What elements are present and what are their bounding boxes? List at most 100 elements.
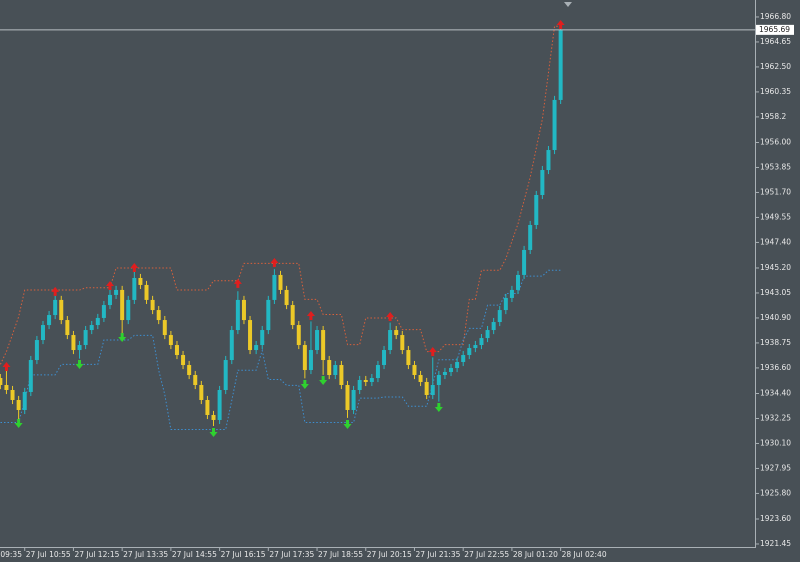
candle-body	[95, 317, 100, 326]
up-arrow	[306, 310, 315, 320]
candle-body	[132, 277, 137, 300]
x-tick-label: 27 Jul 12:15	[74, 550, 119, 559]
candle-body	[4, 385, 9, 391]
y-tick-label: 1925.80	[760, 488, 791, 497]
candle-body	[120, 289, 125, 321]
candle-body	[16, 399, 21, 410]
candle-body	[223, 360, 228, 391]
candle-body	[187, 365, 192, 376]
x-tick-label: 27 Jul 09:35	[0, 550, 22, 559]
candle-body	[40, 325, 45, 341]
candle-body	[296, 325, 301, 346]
candle-body	[363, 380, 368, 382]
lower-band	[0, 269, 561, 431]
y-tick-label: 1927.95	[760, 463, 791, 472]
candle-body	[272, 274, 277, 300]
candle-body	[138, 277, 143, 285]
candle-body	[248, 320, 253, 351]
x-tick-label: 27 Jul 20:15	[367, 550, 412, 559]
candle-body	[327, 360, 332, 376]
candle-body	[229, 330, 234, 361]
candle-body	[522, 249, 527, 275]
y-tick-label: 1938.75	[760, 338, 791, 347]
candle-body	[406, 350, 411, 366]
down-arrow	[75, 359, 84, 369]
candle-body	[162, 320, 167, 336]
candle-body	[199, 385, 204, 400]
y-tick-label: 1958.2	[760, 112, 786, 121]
candle-body	[168, 335, 173, 346]
down-arrow	[434, 402, 443, 412]
y-tick-label: 1966.80	[760, 12, 791, 21]
candle-body	[266, 299, 271, 331]
candle-body	[321, 330, 326, 361]
candle-body	[394, 330, 399, 336]
down-arrow	[14, 419, 23, 429]
candle-body	[71, 335, 76, 351]
candle-body	[101, 305, 106, 318]
y-tick-label: 1947.40	[760, 237, 791, 246]
candle-body	[150, 299, 155, 311]
y-tick-label: 1962.50	[760, 62, 791, 71]
up-arrow	[2, 361, 11, 371]
y-tick-label: 1945.20	[760, 263, 791, 272]
candle-body	[47, 315, 52, 326]
y-tick-label: 1943.05	[760, 288, 791, 297]
candle-body	[28, 360, 33, 392]
candle-body	[107, 294, 112, 306]
candle-body	[193, 375, 198, 386]
candle-body	[114, 289, 119, 295]
candle-body	[308, 350, 313, 371]
candle-body	[540, 170, 545, 196]
y-tick-label: 1953.85	[760, 162, 791, 171]
candle-body	[430, 385, 435, 395]
down-arrow	[343, 420, 352, 430]
candle-body	[558, 29, 563, 100]
up-arrow	[428, 346, 437, 356]
candle-body	[485, 330, 490, 339]
candle-body	[497, 310, 502, 323]
upper-band	[0, 25, 561, 365]
candle-body	[181, 355, 186, 366]
candle-body	[345, 385, 350, 410]
y-tick-label: 1923.60	[760, 514, 791, 523]
candle-body	[516, 274, 521, 290]
candle-body	[144, 284, 149, 300]
current-price-label: 1965.69	[759, 25, 790, 34]
candle-body	[503, 297, 508, 311]
candle-body	[241, 299, 246, 321]
candle-body	[339, 365, 344, 386]
up-arrow	[233, 278, 242, 288]
candle-body	[278, 274, 283, 290]
candle-body	[34, 340, 39, 361]
y-tick-label: 1940.90	[760, 313, 791, 322]
candle-body	[10, 390, 15, 400]
candle-body	[174, 345, 179, 356]
x-tick-label: 27 Jul 10:55	[26, 550, 71, 559]
candle-body	[424, 381, 429, 395]
candle-body	[382, 350, 387, 366]
y-tick-label: 1949.55	[760, 212, 791, 221]
current-price-box	[756, 24, 794, 35]
candle-body	[412, 365, 417, 376]
candle-body	[290, 305, 295, 326]
up-arrow	[51, 286, 60, 296]
candle-body	[479, 338, 484, 346]
candle-body	[89, 325, 94, 331]
x-tick-label: 27 Jul 14:55	[172, 550, 217, 559]
candle-body	[388, 330, 393, 351]
y-tick-label: 1930.10	[760, 438, 791, 447]
candle-body	[156, 310, 161, 321]
candle-body	[77, 345, 82, 351]
candle-body	[260, 330, 265, 346]
y-tick-label: 1956.00	[760, 137, 791, 146]
candle-body	[436, 375, 441, 386]
shift-marker	[564, 2, 572, 7]
down-arrow	[209, 427, 218, 437]
candle-body	[509, 289, 514, 298]
candle-body	[284, 289, 289, 306]
y-tick-label: 1934.40	[760, 388, 791, 397]
candle-body	[59, 299, 64, 321]
candle-body	[534, 195, 539, 225]
